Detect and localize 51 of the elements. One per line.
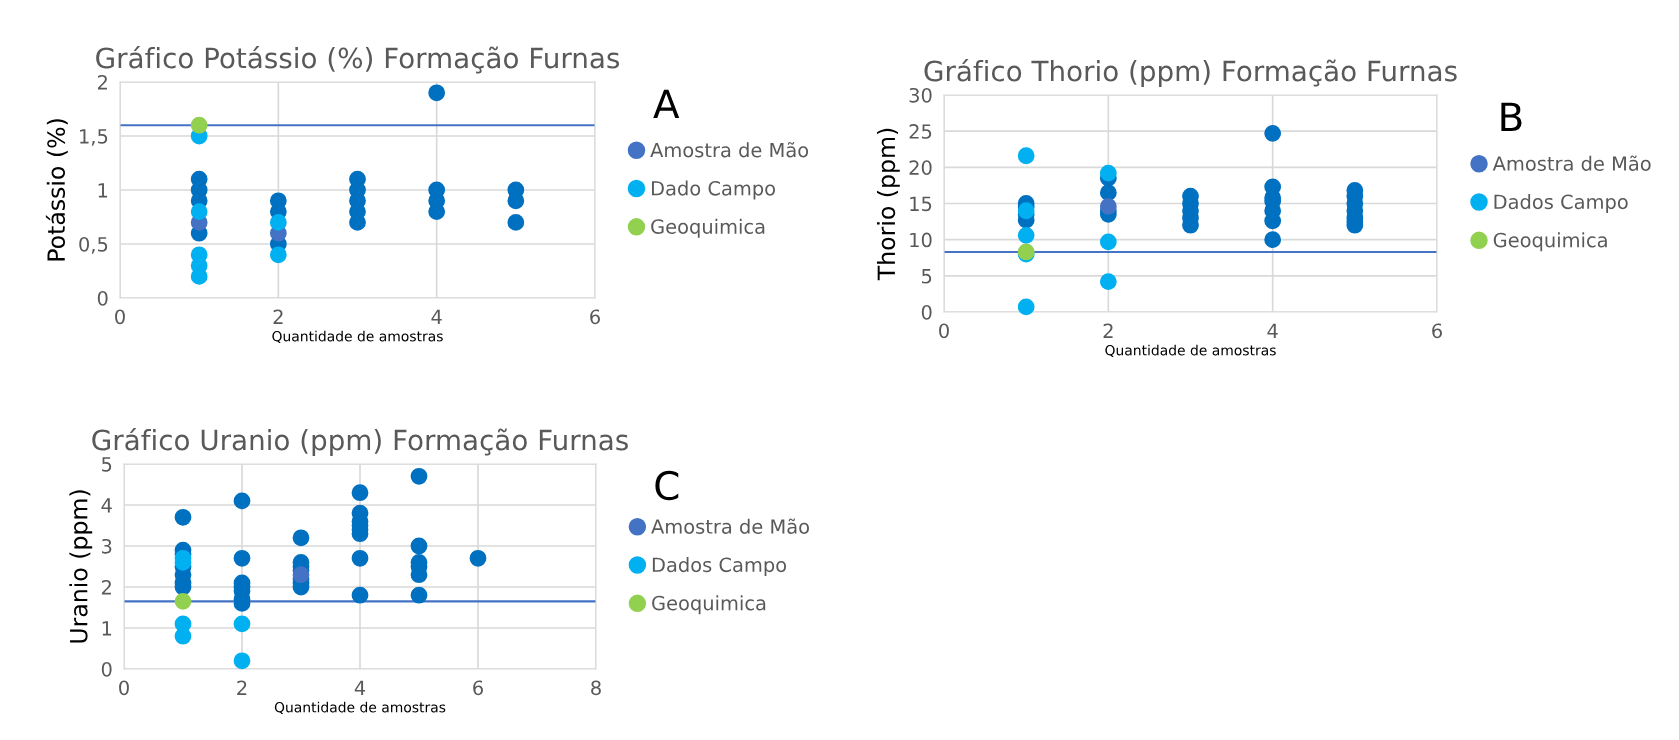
legend-label: Amostra de Mão bbox=[1492, 155, 1651, 171]
x-tick-label: 2 bbox=[1103, 323, 1113, 338]
y-tick-label: 15 bbox=[910, 196, 932, 212]
y-tick-label: 4 bbox=[101, 498, 112, 513]
y-tick-label: 0 bbox=[101, 661, 112, 677]
legend-label: Geoquimica bbox=[1493, 232, 1607, 252]
chart-title: Gráfico Potássio (%) Formação Furnas bbox=[96, 45, 620, 74]
x-tick-label: 0 bbox=[115, 309, 125, 325]
x-tick-label: 6 bbox=[473, 680, 483, 696]
y-tick-label: 0,5 bbox=[79, 236, 108, 254]
legend-label: Geoquimica bbox=[651, 218, 765, 238]
legend-label: Amostra de Mão bbox=[651, 518, 809, 534]
y-tick-label: 0 bbox=[97, 290, 108, 306]
x-tick-label: 2 bbox=[237, 680, 247, 695]
text: B bbox=[1501, 102, 1522, 132]
chart-title: Gráfico Uranio (ppm) Formação Furnas bbox=[92, 427, 628, 456]
y-tick-label: 10 bbox=[910, 232, 932, 248]
x-tick-label: 4 bbox=[1267, 323, 1278, 338]
y-tick-label: 25 bbox=[909, 124, 932, 139]
legend-label: Dados Campo bbox=[1494, 194, 1628, 213]
x-axis-title: Quantidade de amostras bbox=[272, 330, 443, 344]
x-tick-label: 6 bbox=[590, 309, 600, 325]
y-tick-label: 1 bbox=[98, 183, 108, 198]
legend-label: Geoquimica bbox=[652, 595, 766, 615]
x-axis-title: Quantidade de amostras bbox=[1105, 344, 1276, 358]
y-tick-label: 1,5 bbox=[80, 129, 108, 146]
y-tick-label: 1 bbox=[102, 621, 112, 636]
text: C bbox=[655, 470, 679, 501]
legend-label: Amostra de Mão bbox=[650, 142, 809, 158]
x-tick-label: 0 bbox=[119, 680, 129, 696]
y-tick-label: 20 bbox=[909, 160, 932, 175]
text: A bbox=[653, 89, 680, 119]
x-tick-label: 4 bbox=[431, 309, 442, 324]
legend-label: Dados Campo bbox=[652, 557, 787, 576]
x-tick-label: 6 bbox=[1432, 323, 1442, 339]
x-tick-label: 8 bbox=[591, 680, 601, 696]
y-tick-label: 5 bbox=[922, 269, 932, 284]
y-tick-label: 30 bbox=[909, 87, 932, 103]
legend-label: Dado Campo bbox=[651, 180, 775, 200]
chart-title: Gráfico Thorio (ppm) Formação Furnas bbox=[924, 58, 1457, 87]
x-axis-title: Quantidade de amostras bbox=[274, 701, 446, 715]
y-tick-label: 2 bbox=[101, 579, 111, 595]
y-tick-label: 3 bbox=[102, 538, 112, 554]
x-tick-label: 2 bbox=[273, 309, 283, 324]
x-tick-label: 0 bbox=[939, 323, 949, 339]
x-tick-label: 4 bbox=[354, 680, 366, 695]
y-axis-title: Potássio (%) bbox=[45, 119, 68, 261]
y-axis-title: Thorio (ppm) bbox=[876, 128, 900, 281]
y-axis-title: Uranio (ppm) bbox=[69, 490, 93, 643]
y-tick-label: 5 bbox=[102, 457, 112, 472]
y-tick-label: 2 bbox=[97, 74, 107, 90]
